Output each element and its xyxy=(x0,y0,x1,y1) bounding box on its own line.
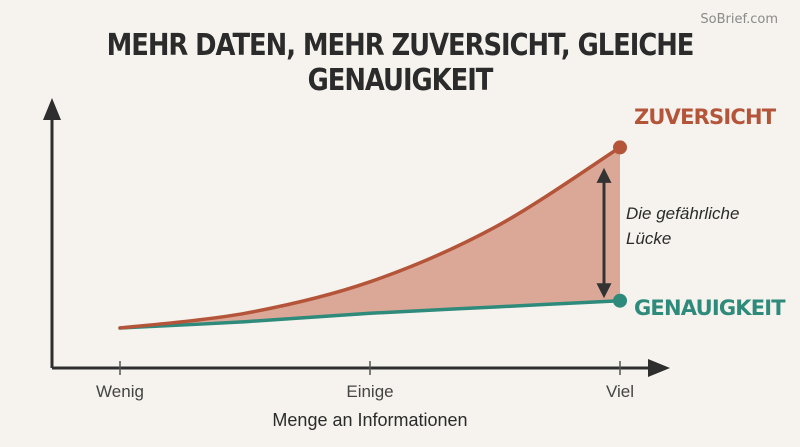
chart-title: MEHR DATEN, MEHR ZUVERSICHT, GLEICHE GEN… xyxy=(106,28,695,98)
x-axis-title: Menge an Informationen xyxy=(272,410,467,430)
x-tick-label-viel: Viel xyxy=(606,382,634,401)
gap-area xyxy=(120,147,620,328)
series-endpoint-zuversicht xyxy=(613,140,627,155)
series-line-genauigkeit xyxy=(118,298,622,330)
x-axis-arrow-icon xyxy=(648,359,670,377)
x-tick-label-einige: Einige xyxy=(346,382,393,401)
gap-annotation-line1: Die gefährliche xyxy=(626,204,739,223)
series-endpoint-genauigkeit xyxy=(613,293,627,308)
series-label-genauigkeit: GENAUIGKEIT xyxy=(634,296,786,320)
watermark: SoBrief.com xyxy=(700,12,778,27)
series-label-zuversicht: ZUVERSICHT xyxy=(634,105,777,129)
y-axis-arrow-icon xyxy=(43,98,61,120)
gap-annotation-line2: Lücke xyxy=(626,229,671,248)
series-line-zuversicht xyxy=(118,145,622,330)
x-tick-label-wenig: Wenig xyxy=(96,382,144,401)
